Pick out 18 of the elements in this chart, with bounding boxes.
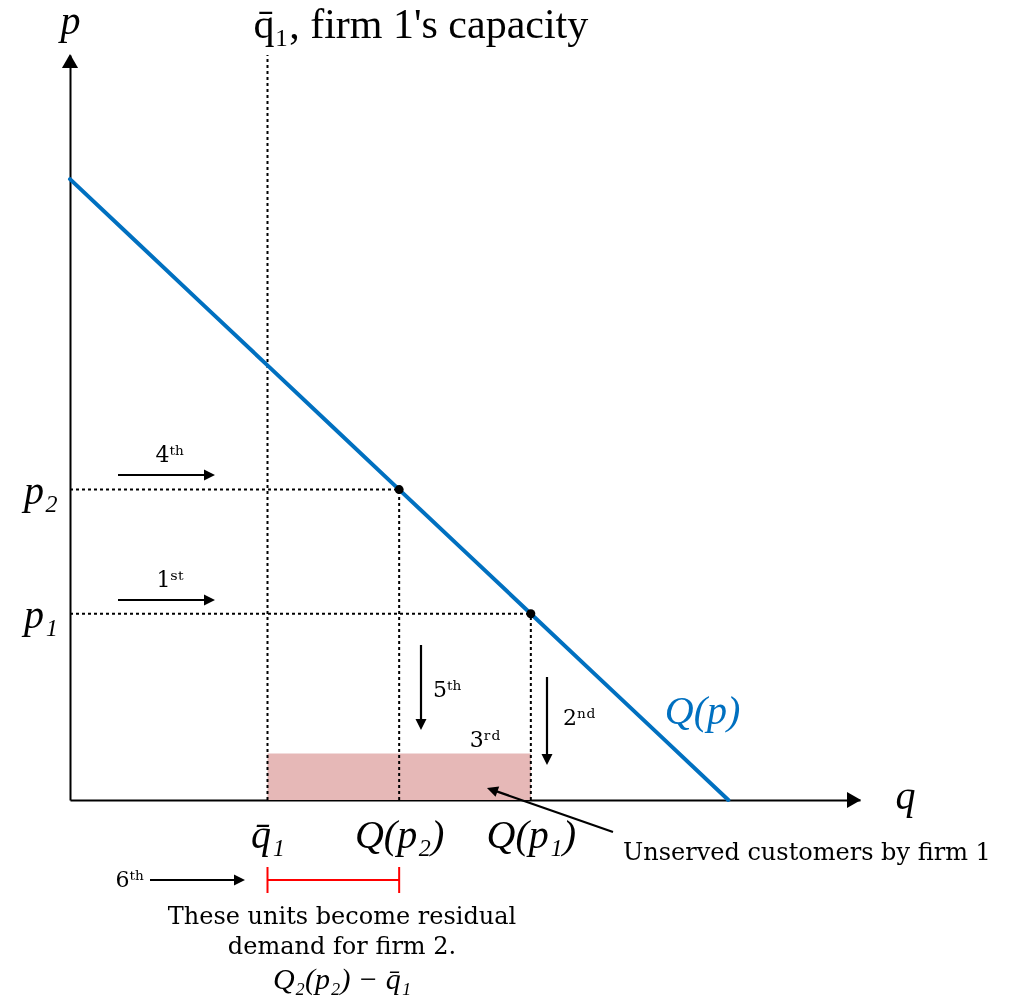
annotation: 4ᵗʰ: [155, 442, 185, 467]
x-tick-label: Q(p₁): [486, 811, 577, 857]
series-label: Q(p): [664, 688, 741, 733]
annotation: 1ˢᵗ: [156, 567, 184, 592]
text: 6ᵗʰ: [115, 867, 145, 892]
text: Q₂(p₂) − q̄₁: [272, 962, 412, 996]
ref-line-label: p₁: [21, 591, 58, 637]
x-tick-label: q̄₁: [251, 811, 285, 857]
ref-line-label: p₂: [21, 467, 58, 513]
y-axis-title: p: [57, 0, 81, 43]
annotation: 5ᵗʰ: [433, 677, 462, 702]
x-axis-title: q: [895, 772, 916, 818]
x-tick-label: Q(p₂): [354, 811, 445, 857]
annotation: 2ⁿᵈ: [563, 705, 596, 730]
annotation: 3ʳᵈ: [469, 727, 501, 752]
text: These units become residual demand for firm 2.: [167, 902, 517, 960]
text: Unserved customers by firm 1: [623, 838, 991, 866]
ref-line-label: q̄₁, firm 1's capacity: [253, 1, 589, 47]
